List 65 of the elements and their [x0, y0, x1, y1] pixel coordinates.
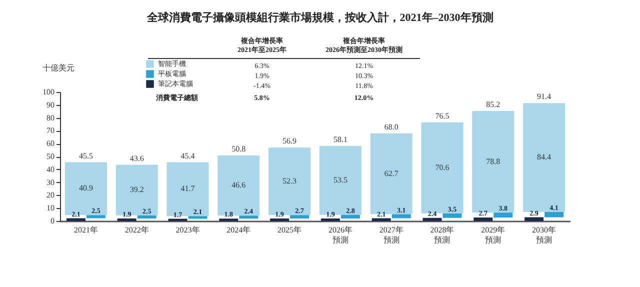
- data-label: 53.5: [333, 175, 348, 184]
- bar: [66, 218, 86, 221]
- x-tick-label: 2027年預測: [379, 226, 404, 244]
- bar: [442, 213, 462, 218]
- y-tick-label: 30: [46, 178, 54, 187]
- y-tick-label: 70: [46, 126, 54, 136]
- x-tick-label: 2023年: [176, 226, 200, 234]
- bar: [64, 162, 107, 216]
- data-label: 62.7: [384, 168, 398, 178]
- bar: [116, 164, 158, 216]
- bar: [218, 155, 260, 216]
- bar: [340, 214, 360, 219]
- total-label: 50.8: [232, 144, 246, 154]
- x-tick-label: 2030年預測: [532, 226, 556, 244]
- data-label: 78.8: [486, 156, 500, 166]
- total-label: 43.6: [130, 154, 144, 163]
- y-tick-label: 40: [46, 164, 54, 174]
- total-label: 56.9: [282, 136, 297, 146]
- data-label: 39.2: [130, 185, 144, 194]
- bar: [166, 162, 209, 216]
- x-tick-label: 2024年: [226, 226, 251, 234]
- bar: [524, 217, 544, 221]
- bar: [188, 216, 208, 219]
- bar: [290, 215, 310, 219]
- bar: [137, 215, 156, 219]
- y-tick-label: 0: [50, 216, 54, 226]
- x-tick-label: 2022年: [124, 226, 149, 234]
- x-tick-label: 2028年預測: [430, 226, 454, 244]
- bar: [372, 218, 391, 221]
- y-axis-title: 十億美元: [42, 64, 74, 72]
- total-label: 68.0: [384, 122, 398, 132]
- x-tick-label: 2029年預測: [481, 226, 506, 244]
- y-tick-label: 50: [46, 152, 54, 161]
- y-tick-label: 90: [46, 100, 54, 110]
- y-tick-label: 60: [46, 139, 54, 148]
- total-label: 45.4: [180, 151, 195, 160]
- bar: [422, 218, 442, 221]
- bar: [86, 215, 106, 218]
- data-label: 84.4: [537, 152, 552, 162]
- data-label: 70.6: [435, 162, 450, 172]
- data-label: 52.3: [282, 176, 297, 186]
- total-label: 45.5: [78, 151, 93, 160]
- data-label: 40.9: [78, 184, 93, 193]
- y-tick-label: 80: [46, 113, 54, 122]
- x-tick-label: 2021年: [74, 226, 98, 234]
- y-tick-label: 20: [46, 190, 54, 200]
- total-label: 76.5: [435, 111, 450, 120]
- bar: [494, 212, 513, 218]
- y-tick-label: 10: [46, 204, 54, 213]
- data-label: 41.7: [180, 184, 195, 194]
- data-label: 46.6: [232, 180, 246, 190]
- bar: [239, 216, 258, 219]
- bar: [523, 103, 566, 212]
- bar: [474, 218, 493, 221]
- x-tick-label: 2025年: [278, 226, 302, 234]
- chart-title: 全球消費電子攝像頭模組行業市場規模，按收入計，2021年–2030年預測: [146, 10, 494, 25]
- x-tick-label: 2026年預測: [328, 226, 352, 244]
- total-label: 85.2: [486, 100, 500, 109]
- bar: [319, 146, 362, 215]
- bar: [268, 148, 311, 216]
- y-tick-label: 100: [42, 88, 54, 96]
- total-label: 91.4: [537, 92, 552, 102]
- bar: [392, 214, 411, 218]
- total-label: 58.1: [333, 134, 348, 144]
- bar: [544, 212, 564, 218]
